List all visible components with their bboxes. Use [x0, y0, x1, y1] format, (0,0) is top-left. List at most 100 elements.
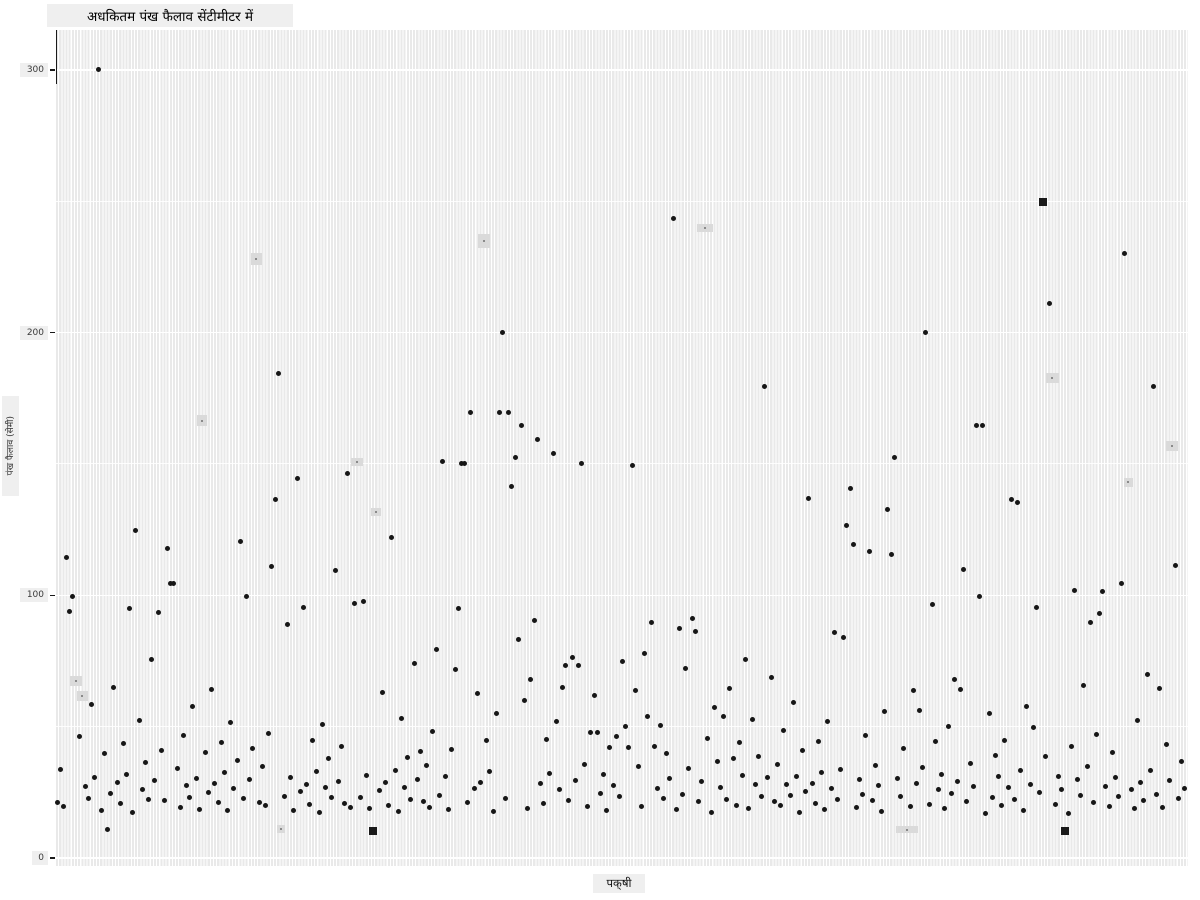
data-point — [146, 797, 152, 803]
data-point — [294, 475, 300, 481]
data-point — [297, 789, 303, 795]
data-point — [1138, 779, 1144, 785]
data-point — [490, 809, 496, 815]
data-point — [1084, 763, 1090, 769]
data-point — [623, 724, 629, 730]
data-point — [819, 769, 825, 775]
data-point — [544, 736, 550, 742]
data-point — [424, 763, 430, 769]
data-point — [1021, 808, 1027, 814]
data-point — [417, 748, 423, 754]
data-point — [329, 795, 335, 801]
data-point — [319, 721, 325, 727]
data-point — [1087, 620, 1093, 626]
data-point-faint — [895, 826, 918, 834]
data-point — [180, 732, 186, 738]
data-point — [607, 745, 613, 751]
data-point — [1119, 581, 1125, 586]
y-tick-label: 0 — [32, 851, 48, 865]
data-point — [901, 745, 907, 751]
data-point — [367, 806, 373, 812]
data-point — [386, 802, 392, 808]
data-point — [477, 780, 483, 786]
data-point — [196, 806, 202, 812]
data-point — [357, 795, 363, 801]
data-point — [689, 616, 695, 622]
data-point — [771, 798, 777, 804]
data-point — [683, 665, 689, 671]
data-point — [553, 719, 559, 725]
data-point — [1100, 588, 1106, 594]
data-point — [1081, 683, 1087, 689]
data-point-faint — [277, 825, 286, 834]
data-point — [917, 707, 923, 713]
data-point — [787, 792, 793, 798]
y-gridline-minor — [56, 463, 1188, 465]
data-point — [168, 581, 174, 586]
data-point — [212, 780, 218, 786]
data-point — [1150, 384, 1156, 389]
data-point — [913, 780, 919, 786]
y-gridline-major — [56, 594, 1188, 597]
data-point — [642, 651, 648, 657]
data-point — [923, 330, 929, 336]
data-point — [778, 803, 784, 809]
data-point — [269, 563, 275, 569]
data-point — [907, 804, 913, 810]
data-point — [430, 729, 436, 735]
data-point — [714, 758, 720, 764]
data-point — [515, 637, 521, 643]
data-point — [345, 470, 351, 476]
data-point — [566, 797, 572, 803]
data-point — [844, 523, 850, 529]
data-point — [563, 663, 569, 669]
data-point — [487, 768, 493, 774]
data-point — [1154, 791, 1160, 797]
data-point — [528, 677, 534, 683]
data-point — [231, 785, 237, 791]
data-point — [809, 781, 815, 787]
data-point — [1037, 790, 1043, 796]
data-point — [452, 667, 458, 673]
data-point — [926, 802, 932, 808]
data-point — [676, 626, 682, 632]
data-point — [471, 786, 477, 792]
data-point — [1157, 685, 1163, 691]
data-point — [898, 793, 904, 799]
data-point — [1068, 743, 1074, 749]
data-point — [360, 599, 366, 605]
data-point — [209, 686, 215, 692]
data-point — [281, 793, 287, 799]
data-point — [648, 619, 654, 625]
data-point — [310, 738, 316, 744]
data-point — [803, 788, 809, 794]
data-point — [1112, 775, 1118, 781]
data-point — [585, 803, 591, 809]
data-point — [657, 722, 663, 728]
data-point — [1011, 797, 1017, 803]
data-point — [781, 728, 787, 734]
data-point — [177, 805, 183, 811]
data-point — [92, 775, 98, 781]
data-point — [1097, 611, 1103, 617]
data-point — [1128, 787, 1134, 793]
data-point — [699, 779, 705, 785]
data-point — [244, 594, 250, 600]
data-point — [686, 766, 692, 772]
data-point — [408, 796, 414, 802]
y-gridline-minor — [56, 726, 1188, 728]
data-point — [1160, 805, 1166, 811]
data-point — [708, 810, 714, 816]
data-point — [948, 790, 954, 796]
data-point — [537, 781, 543, 787]
data-point — [541, 800, 547, 806]
data-point — [376, 787, 382, 793]
data-point — [822, 806, 828, 812]
data-point — [977, 594, 983, 600]
data-point — [1141, 798, 1147, 804]
data-point — [929, 602, 935, 608]
data-point — [468, 410, 474, 416]
data-point — [446, 807, 452, 813]
data-point — [604, 807, 610, 813]
data-point — [853, 804, 859, 810]
